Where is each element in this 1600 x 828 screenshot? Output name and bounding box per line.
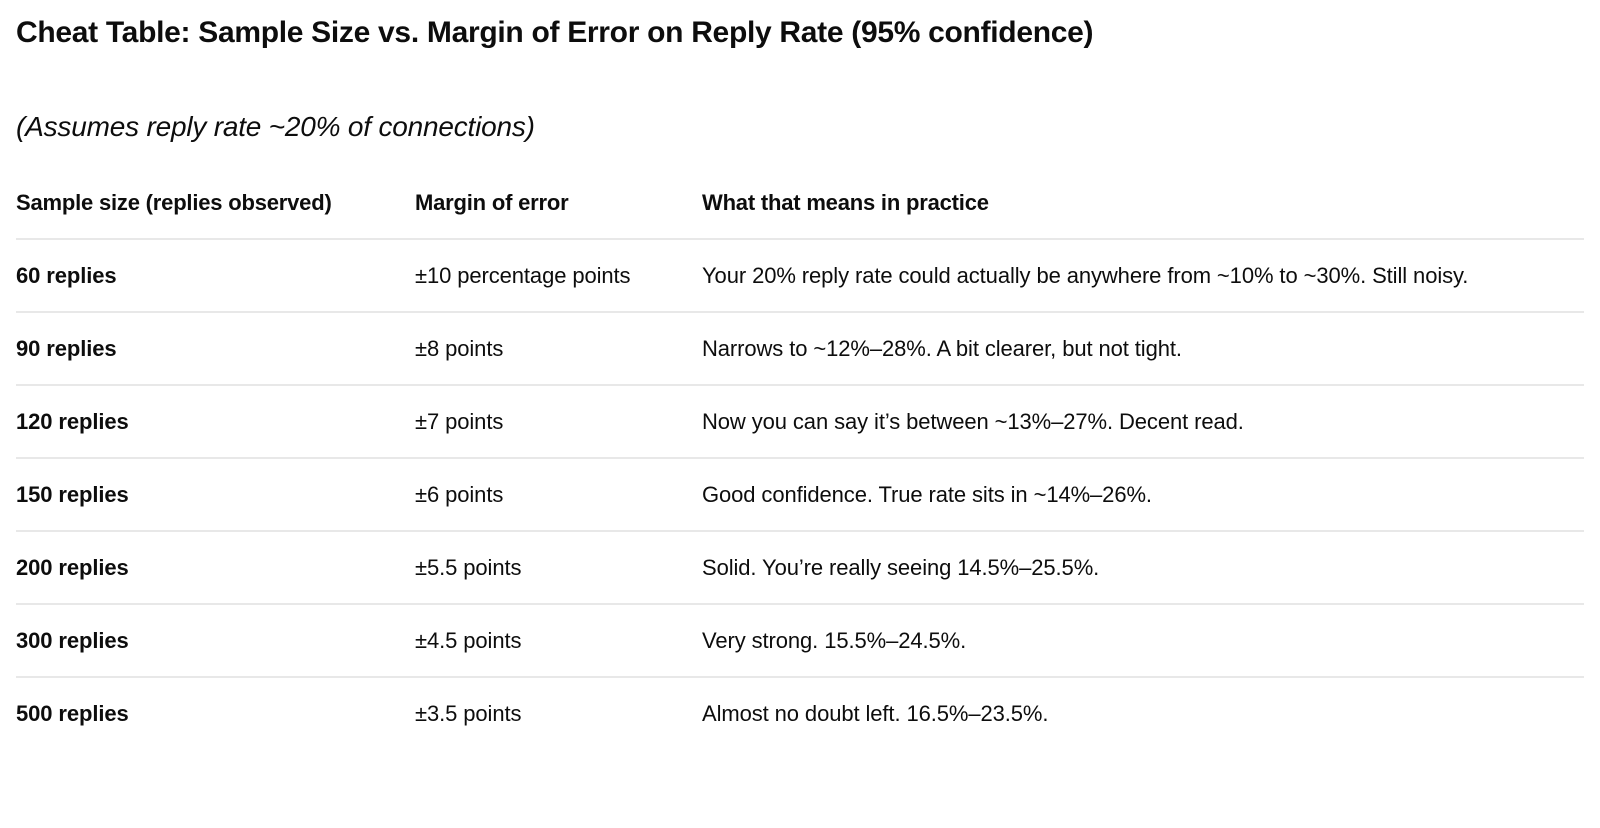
cell-sample-size: 300 replies — [16, 604, 415, 678]
cell-sample-size: 200 replies — [16, 531, 415, 605]
table-row: 500 replies ±3.5 points Almost no doubt … — [16, 677, 1584, 749]
cell-meaning: Narrows to ~12%–28%. A bit clearer, but … — [702, 312, 1584, 386]
cell-sample-size: 60 replies — [16, 239, 415, 313]
cell-margin-of-error: ±10 percentage points — [415, 239, 702, 313]
table-row: 90 replies ±8 points Narrows to ~12%–28%… — [16, 312, 1584, 386]
margin-of-error-table: Sample size (replies observed) Margin of… — [16, 189, 1584, 749]
cell-sample-size: 120 replies — [16, 385, 415, 459]
column-header-margin-of-error: Margin of error — [415, 189, 702, 240]
cell-sample-size: 90 replies — [16, 312, 415, 386]
column-header-sample-size: Sample size (replies observed) — [16, 189, 415, 240]
cell-margin-of-error: ±8 points — [415, 312, 702, 386]
column-header-meaning: What that means in practice — [702, 189, 1584, 240]
cell-margin-of-error: ±4.5 points — [415, 604, 702, 678]
cell-meaning: Now you can say it’s between ~13%–27%. D… — [702, 385, 1584, 459]
cell-meaning: Almost no doubt left. 16.5%–23.5%. — [702, 701, 1049, 726]
page-subtitle: (Assumes reply rate ~20% of connections) — [16, 111, 535, 142]
cell-meaning: Your 20% reply rate could actually be an… — [702, 239, 1584, 313]
cell-sample-size: 500 replies — [16, 701, 129, 726]
cell-margin-of-error: ±5.5 points — [415, 531, 702, 605]
table-header-row: Sample size (replies observed) Margin of… — [16, 189, 1584, 240]
cell-margin-of-error: ±3.5 points — [415, 701, 522, 726]
cell-meaning: Good confidence. True rate sits in ~14%–… — [702, 458, 1584, 532]
table-row: 200 replies ±5.5 points Solid. You’re re… — [16, 531, 1584, 605]
table-row: 60 replies ±10 percentage points Your 20… — [16, 239, 1584, 313]
cell-margin-of-error: ±6 points — [415, 458, 702, 532]
cell-margin-of-error: ±7 points — [415, 385, 702, 459]
table-row: 120 replies ±7 points Now you can say it… — [16, 385, 1584, 459]
cell-sample-size: 150 replies — [16, 458, 415, 532]
page-title: Cheat Table: Sample Size vs. Margin of E… — [16, 16, 1094, 49]
table-row: 300 replies ±4.5 points Very strong. 15.… — [16, 604, 1584, 678]
cell-meaning: Solid. You’re really seeing 14.5%–25.5%. — [702, 531, 1584, 605]
cell-meaning: Very strong. 15.5%–24.5%. — [702, 604, 1584, 678]
table-row: 150 replies ±6 points Good confidence. T… — [16, 458, 1584, 532]
